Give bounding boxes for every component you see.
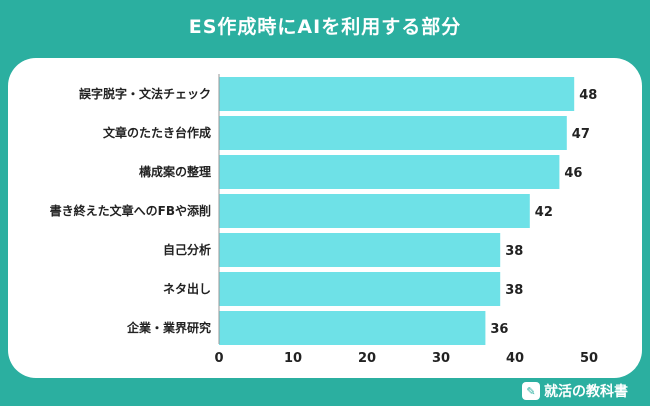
bar-5 <box>219 233 501 267</box>
category-label-6: ネタ出し <box>163 281 211 296</box>
category-label-3: 構成案の整理 <box>139 164 211 179</box>
x-tick-label-10: 10 <box>284 351 302 366</box>
value-label-6: 38 <box>505 283 523 298</box>
bar-6 <box>219 272 501 306</box>
bar-1 <box>219 77 575 111</box>
value-label-4: 42 <box>535 205 553 220</box>
x-tick-label-40: 40 <box>506 351 524 366</box>
value-label-2: 47 <box>572 127 590 142</box>
brand-logo: ✎ 就活の教科書 <box>522 381 628 401</box>
x-tick-label-20: 20 <box>358 351 376 366</box>
value-label-3: 46 <box>564 166 582 181</box>
x-tick-label-0: 0 <box>214 351 223 366</box>
category-label-4: 書き終えた文章へのFBや添削 <box>50 203 211 218</box>
brand-name: 就活の教科書 <box>544 384 628 400</box>
book-icon: ✎ <box>522 382 540 400</box>
category-label-1: 誤字脱字・文法チェック <box>79 86 211 101</box>
bar-2 <box>219 116 567 150</box>
bar-3 <box>219 155 560 189</box>
bar-4 <box>219 194 530 228</box>
x-tick-label-50: 50 <box>580 351 598 366</box>
category-label-5: 自己分析 <box>163 242 211 257</box>
category-label-2: 文章のたたき台作成 <box>103 125 211 140</box>
chart-title: ES作成時にAIを利用する部分 <box>188 16 462 38</box>
value-label-7: 36 <box>490 322 508 337</box>
value-label-1: 48 <box>579 88 597 103</box>
x-tick-label-30: 30 <box>432 351 450 366</box>
category-label-7: 企業・業界研究 <box>126 320 211 335</box>
bar-7 <box>219 311 486 345</box>
value-label-5: 38 <box>505 244 523 259</box>
